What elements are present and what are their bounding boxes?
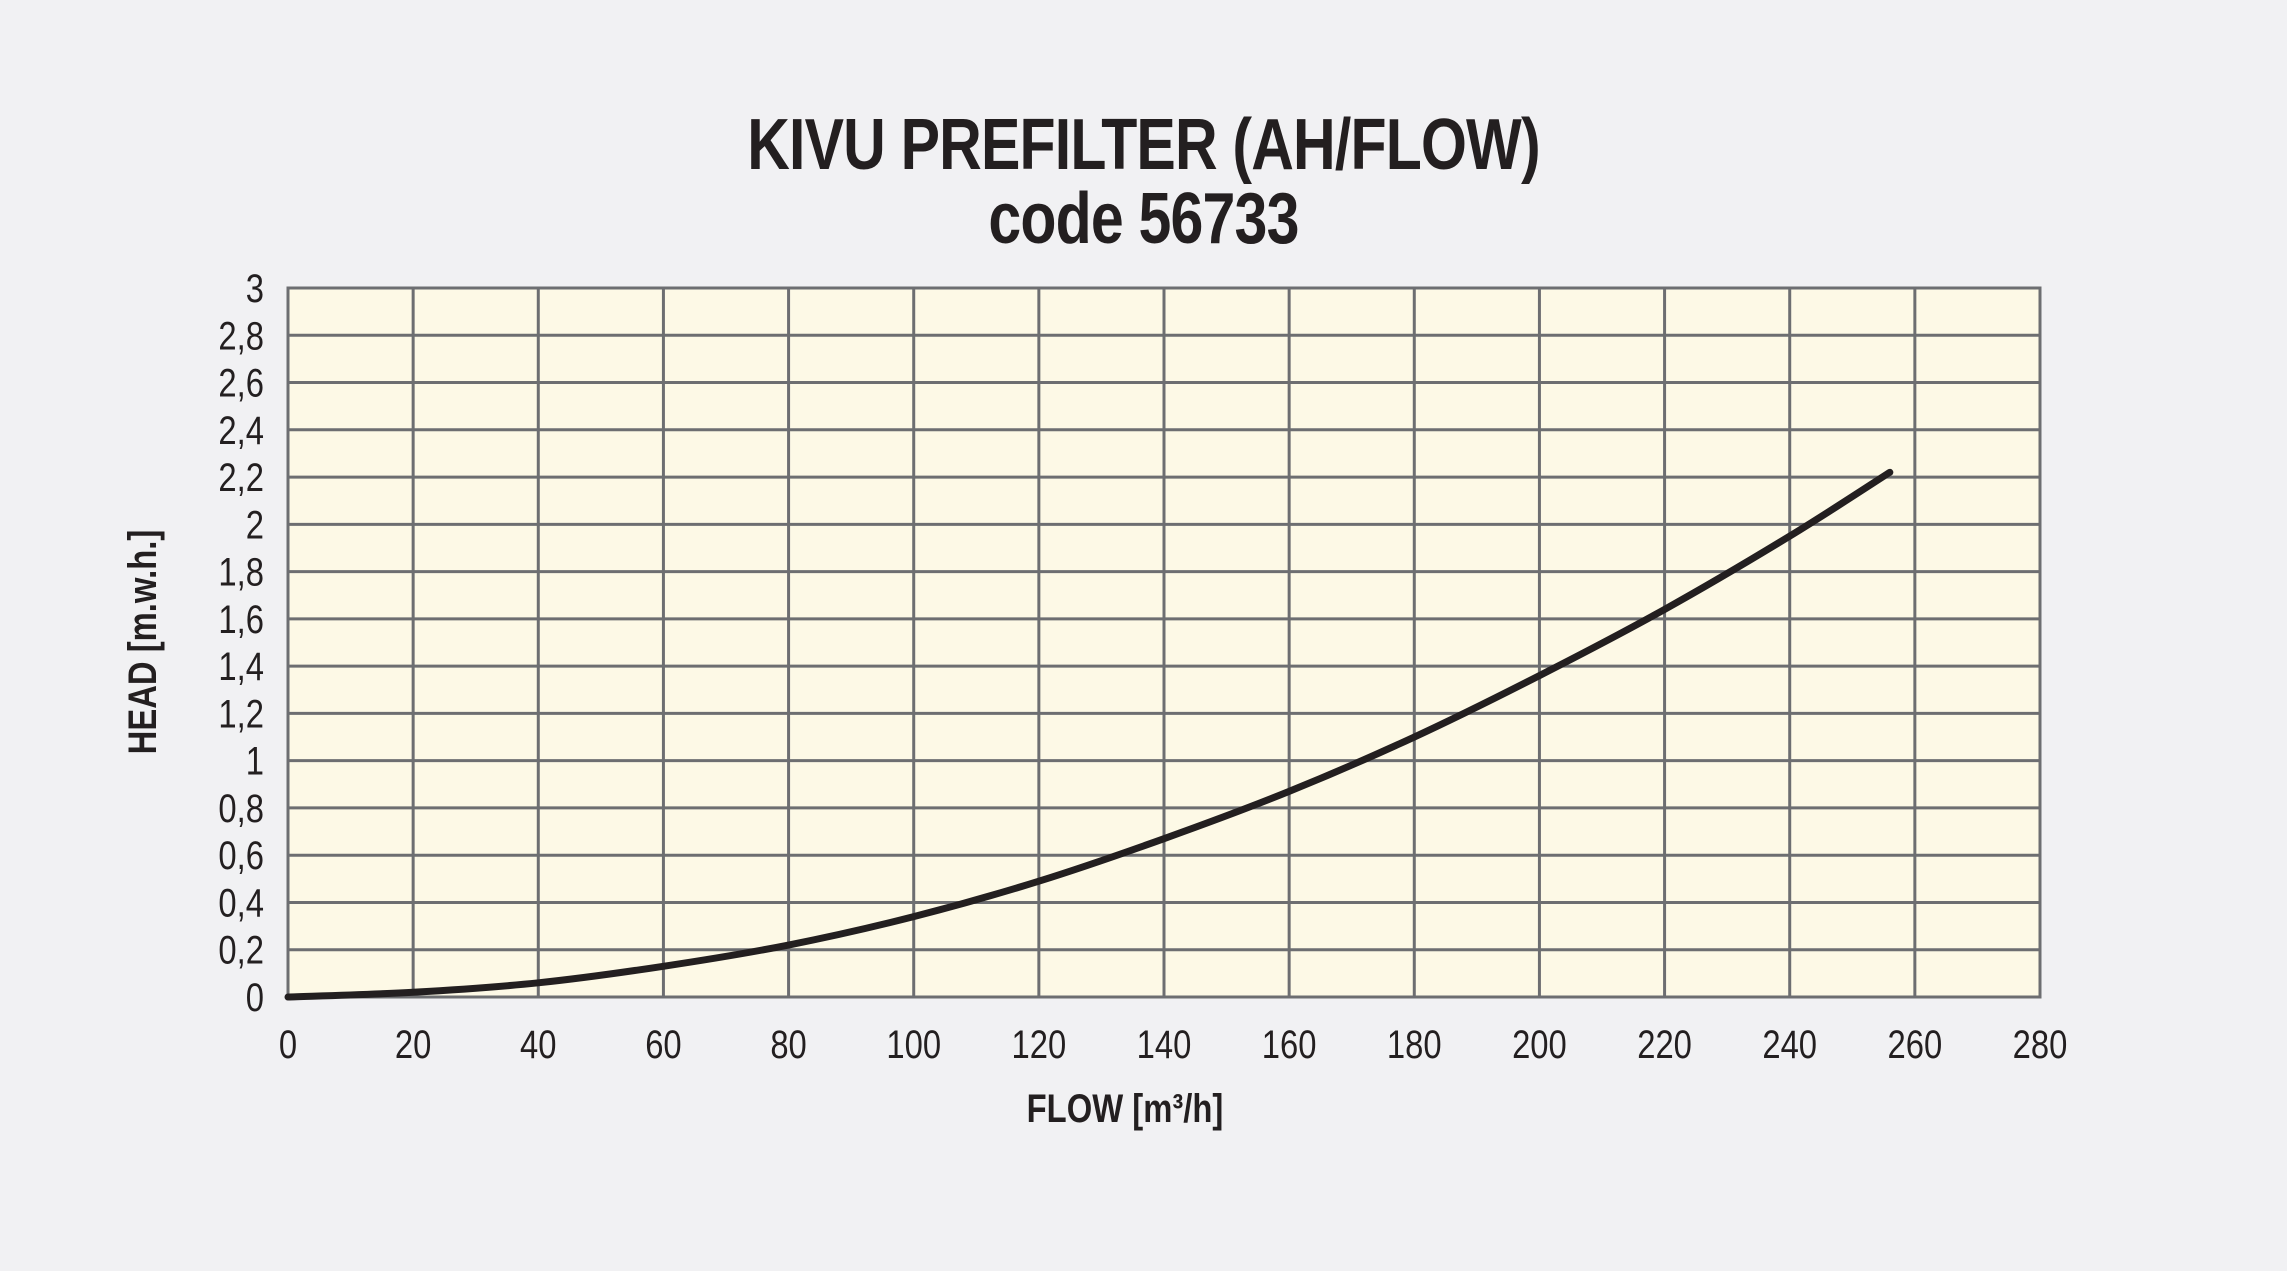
x-tick-label: 180	[1387, 1022, 1442, 1067]
x-tick-label: 260	[1888, 1022, 1943, 1067]
y-tick-label: 1,2	[218, 691, 264, 736]
x-tick-label: 120	[1012, 1022, 1067, 1067]
y-tick-label: 2,4	[218, 408, 264, 453]
plot-frame	[286, 286, 2042, 999]
x-tick-label: 220	[1637, 1022, 1692, 1067]
chart-subtitle: code 56733	[988, 179, 1299, 259]
series-line-0	[284, 468, 1894, 1001]
y-tick-label: 0	[246, 975, 264, 1020]
chart-title-block: KIVU PREFILTER (AH/FLOW) code 56733	[0, 108, 2287, 256]
y-tick-label: 2,2	[218, 455, 264, 500]
x-tick-label: 240	[1762, 1022, 1817, 1067]
y-tick-label: 2,8	[218, 313, 264, 358]
x-tick-label: 60	[645, 1022, 681, 1067]
y-tick-label: 0,6	[218, 833, 264, 878]
y-tick-label: 0,2	[218, 928, 264, 973]
y-axis-ticks: 00,20,40,60,811,21,41,61,822,22,42,62,83	[218, 266, 264, 1020]
y-tick-label: 0,8	[218, 786, 264, 831]
series-group	[284, 468, 1894, 1001]
x-tick-label: 200	[1512, 1022, 1567, 1067]
x-tick-label: 140	[1137, 1022, 1192, 1067]
y-tick-label: 1,8	[218, 550, 264, 595]
y-tick-label: 1,6	[218, 597, 264, 642]
y-tick-label: 1	[246, 739, 264, 784]
x-tick-label: 280	[2013, 1022, 2068, 1067]
y-axis-title: HEAD [m.w.h.]	[120, 530, 165, 755]
x-tick-label: 40	[520, 1022, 556, 1067]
x-tick-label: 160	[1262, 1022, 1317, 1067]
chart-title: KIVU PREFILTER (AH/FLOW)	[747, 105, 1540, 185]
x-tick-label: 80	[770, 1022, 806, 1067]
x-tick-label: 20	[395, 1022, 431, 1067]
grid	[286, 286, 2042, 999]
y-tick-label: 0,4	[218, 880, 264, 925]
x-axis-ticks: 0 20 40 60 80 100 120 140 160 180 200 220 240 260 280	[279, 1022, 2067, 1067]
y-tick-label: 1,4	[218, 644, 264, 689]
y-tick-label: 3	[246, 266, 264, 311]
x-axis-title: FLOW [m³/h]	[1027, 1086, 1224, 1131]
y-tick-label: 2	[246, 502, 264, 547]
y-tick-label: 2,6	[218, 360, 264, 405]
x-tick-label: 0	[279, 1022, 297, 1067]
x-tick-label: 100	[886, 1022, 941, 1067]
